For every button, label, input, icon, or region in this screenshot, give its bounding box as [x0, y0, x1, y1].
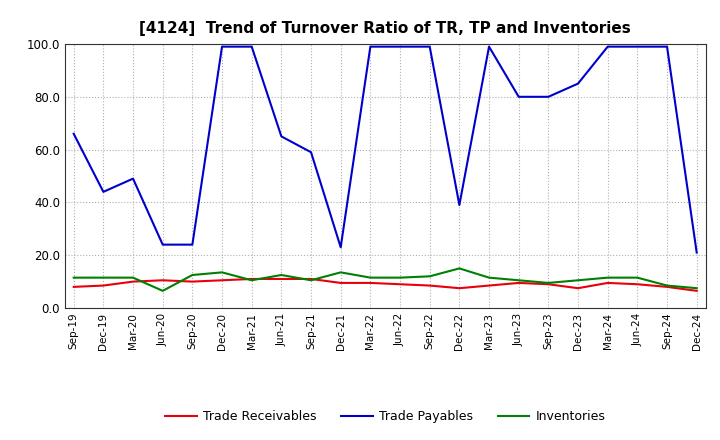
Inventories	[158, 288, 167, 293]
Trade Receivables	[99, 283, 108, 288]
Inventories	[514, 278, 523, 283]
Trade Receivables	[485, 283, 493, 288]
Trade Receivables	[307, 276, 315, 282]
Legend: Trade Receivables, Trade Payables, Inventories: Trade Receivables, Trade Payables, Inven…	[161, 406, 610, 429]
Line: Trade Receivables: Trade Receivables	[73, 279, 697, 291]
Trade Payables	[69, 131, 78, 136]
Trade Receivables	[277, 276, 286, 282]
Trade Receivables	[188, 279, 197, 284]
Trade Payables	[277, 134, 286, 139]
Trade Receivables	[396, 282, 405, 287]
Trade Receivables	[217, 278, 226, 283]
Trade Receivables	[633, 282, 642, 287]
Trade Receivables	[336, 280, 345, 286]
Inventories	[336, 270, 345, 275]
Inventories	[662, 283, 671, 288]
Inventories	[485, 275, 493, 280]
Inventories	[633, 275, 642, 280]
Inventories	[693, 286, 701, 291]
Trade Payables	[307, 150, 315, 155]
Trade Receivables	[514, 280, 523, 286]
Trade Payables	[485, 44, 493, 49]
Inventories	[366, 275, 374, 280]
Inventories	[426, 274, 434, 279]
Line: Inventories: Inventories	[73, 268, 697, 291]
Trade Payables	[336, 245, 345, 250]
Trade Payables	[662, 44, 671, 49]
Trade Payables	[455, 202, 464, 208]
Line: Trade Payables: Trade Payables	[73, 47, 697, 253]
Trade Receivables	[455, 286, 464, 291]
Trade Payables	[129, 176, 138, 181]
Trade Payables	[426, 44, 434, 49]
Inventories	[307, 278, 315, 283]
Trade Receivables	[426, 283, 434, 288]
Trade Payables	[693, 250, 701, 255]
Inventories	[574, 278, 582, 283]
Inventories	[248, 278, 256, 283]
Trade Payables	[99, 189, 108, 194]
Trade Payables	[217, 44, 226, 49]
Inventories	[99, 275, 108, 280]
Trade Receivables	[129, 279, 138, 284]
Trade Receivables	[574, 286, 582, 291]
Trade Payables	[574, 81, 582, 86]
Trade Payables	[544, 94, 553, 99]
Trade Receivables	[248, 276, 256, 282]
Inventories	[277, 272, 286, 278]
Trade Receivables	[69, 284, 78, 290]
Trade Receivables	[693, 288, 701, 293]
Inventories	[544, 280, 553, 286]
Inventories	[455, 266, 464, 271]
Inventories	[396, 275, 405, 280]
Trade Payables	[366, 44, 374, 49]
Trade Payables	[158, 242, 167, 247]
Title: [4124]  Trend of Turnover Ratio of TR, TP and Inventories: [4124] Trend of Turnover Ratio of TR, TP…	[140, 21, 631, 36]
Trade Receivables	[662, 284, 671, 290]
Inventories	[188, 272, 197, 278]
Trade Payables	[603, 44, 612, 49]
Trade Receivables	[366, 280, 374, 286]
Trade Payables	[396, 44, 405, 49]
Inventories	[69, 275, 78, 280]
Inventories	[217, 270, 226, 275]
Trade Payables	[248, 44, 256, 49]
Inventories	[603, 275, 612, 280]
Inventories	[129, 275, 138, 280]
Trade Receivables	[603, 280, 612, 286]
Trade Payables	[514, 94, 523, 99]
Trade Payables	[188, 242, 197, 247]
Trade Receivables	[544, 282, 553, 287]
Trade Receivables	[158, 278, 167, 283]
Trade Payables	[633, 44, 642, 49]
